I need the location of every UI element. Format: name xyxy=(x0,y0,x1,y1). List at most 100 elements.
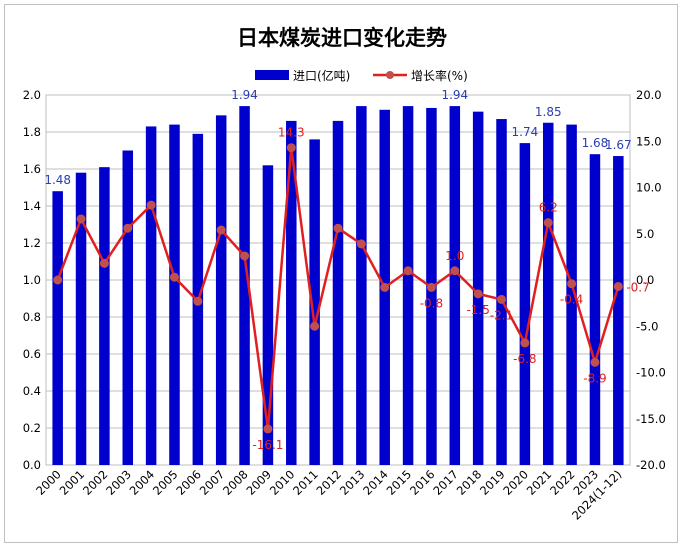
growth-point xyxy=(567,279,577,289)
y-left-tick-label: 0.8 xyxy=(23,310,41,324)
y-left-tick-label: 0.4 xyxy=(23,384,41,398)
y-left-tick-label: 0.6 xyxy=(23,347,41,361)
bar xyxy=(496,119,507,466)
bar xyxy=(215,115,227,465)
growth-point xyxy=(146,200,156,210)
growth-value-label: -2.1 xyxy=(490,308,513,322)
growth-point xyxy=(76,214,86,224)
growth-point xyxy=(193,296,203,306)
y-right-tick-label: 15.0 xyxy=(636,134,662,148)
growth-point xyxy=(613,281,623,291)
growth-value-label: -16.1 xyxy=(252,438,283,452)
chart-title: 日本煤炭进口变化走势 xyxy=(237,26,447,50)
y-left-tick-label: 1.6 xyxy=(23,162,41,176)
bar-value-label: 1.94 xyxy=(441,88,468,102)
x-tick-label: 2022 xyxy=(547,467,578,498)
growth-point xyxy=(450,266,460,276)
bars xyxy=(52,106,624,466)
bar-value-label: 1.74 xyxy=(512,125,539,139)
y-right-tick-label: 5.0 xyxy=(636,227,654,241)
growth-value-label: 1.0 xyxy=(445,249,464,263)
bar xyxy=(566,124,577,465)
growth-point xyxy=(240,251,250,261)
growth-point xyxy=(543,218,553,228)
growth-value-label: -0.4 xyxy=(560,293,583,307)
bar xyxy=(75,172,87,465)
growth-line xyxy=(53,143,623,434)
x-tick-label: 2002 xyxy=(80,467,111,498)
growth-point xyxy=(473,289,483,299)
legend-bar-swatch xyxy=(255,70,289,80)
y-left-tick-label: 2.0 xyxy=(23,88,41,102)
growth-point xyxy=(310,321,320,331)
bar xyxy=(542,122,554,465)
bar-value-label: 1.68 xyxy=(582,136,609,150)
bar xyxy=(169,124,180,465)
bar xyxy=(449,106,461,465)
growth-point xyxy=(53,275,63,285)
growth-point xyxy=(426,282,436,292)
bar xyxy=(99,167,110,465)
data-labels: 1.48 1.94 1.94 1.74 1.85 1.681.67 -16.1 14.3 -0.… xyxy=(44,88,649,452)
x-tick-label: 2015 xyxy=(384,467,415,498)
growth-point xyxy=(99,258,109,268)
x-tick-label: 2008 xyxy=(220,467,251,498)
growth-value-label: -8.9 xyxy=(583,371,606,385)
growth-point xyxy=(356,239,366,249)
growth-point xyxy=(263,424,273,434)
bar xyxy=(472,111,484,466)
legend: 进口(亿吨) 增长率(%) xyxy=(255,68,468,83)
bar-value-label: 1.94 xyxy=(231,88,258,102)
y-left-tick-label: 0.2 xyxy=(23,421,41,435)
growth-point xyxy=(497,294,507,304)
growth-point xyxy=(590,357,600,367)
y-right-tick-label: 0.0 xyxy=(636,273,654,287)
growth-value-label: -1.5 xyxy=(466,303,489,317)
bar xyxy=(613,156,624,466)
y-right-tick-label: -5.0 xyxy=(636,319,658,333)
y-right-tick-label: 20.0 xyxy=(636,88,662,102)
growth-point xyxy=(169,272,179,282)
growth-value-label: -0.7 xyxy=(626,280,649,294)
x-tick-label: 2009 xyxy=(243,467,274,498)
x-tick-label: 2007 xyxy=(197,467,228,498)
x-tick-label: 2010 xyxy=(267,467,298,498)
growth-value-label: -0.8 xyxy=(420,296,443,310)
x-tick-label: 2006 xyxy=(173,467,204,498)
bar-value-label: 1.48 xyxy=(44,173,71,187)
y-right-tick-label: -20.0 xyxy=(636,458,666,472)
x-tick-label: 2012 xyxy=(314,467,345,498)
bar xyxy=(589,154,601,465)
y-right-tick-label: -10.0 xyxy=(636,366,666,380)
y-left-tick-label: 1.2 xyxy=(23,236,41,250)
x-tick-label: 2016 xyxy=(407,467,438,498)
bar xyxy=(52,191,63,465)
legend-label-growth: 增长率(%) xyxy=(411,68,468,83)
y-left-tick-label: 1.8 xyxy=(23,125,41,139)
y-left-tick-label: 1.0 xyxy=(23,273,41,287)
growth-point xyxy=(216,225,226,235)
x-tick-label: 2020 xyxy=(500,467,531,498)
legend-label-import: 进口(亿吨) xyxy=(293,68,350,83)
bar xyxy=(262,165,274,466)
y-left-tick-label: 0.0 xyxy=(23,458,41,472)
bar xyxy=(239,106,250,465)
x-tick-label: 2004 xyxy=(127,467,158,498)
y-right-tick-label: -15.0 xyxy=(636,412,666,426)
bar xyxy=(356,106,367,465)
growth-point xyxy=(520,338,530,348)
x-tick-label: 2021 xyxy=(524,467,555,498)
growth-point xyxy=(403,266,413,276)
x-tick-label: 2017 xyxy=(430,467,461,498)
bar-value-label: 1.85 xyxy=(535,105,562,119)
y-left-tick-label: 1.4 xyxy=(23,199,41,213)
y-right-tick-label: 10.0 xyxy=(636,181,662,195)
growth-point xyxy=(333,223,343,233)
x-tick-label: 2018 xyxy=(454,467,485,498)
x-tick-label: 2013 xyxy=(337,467,368,498)
x-tick-label: 2001 xyxy=(57,467,88,498)
bar xyxy=(145,126,157,465)
x-tick-label: 2003 xyxy=(103,467,134,498)
bar-value-label: 1.67 xyxy=(605,138,632,152)
bar xyxy=(519,143,531,465)
